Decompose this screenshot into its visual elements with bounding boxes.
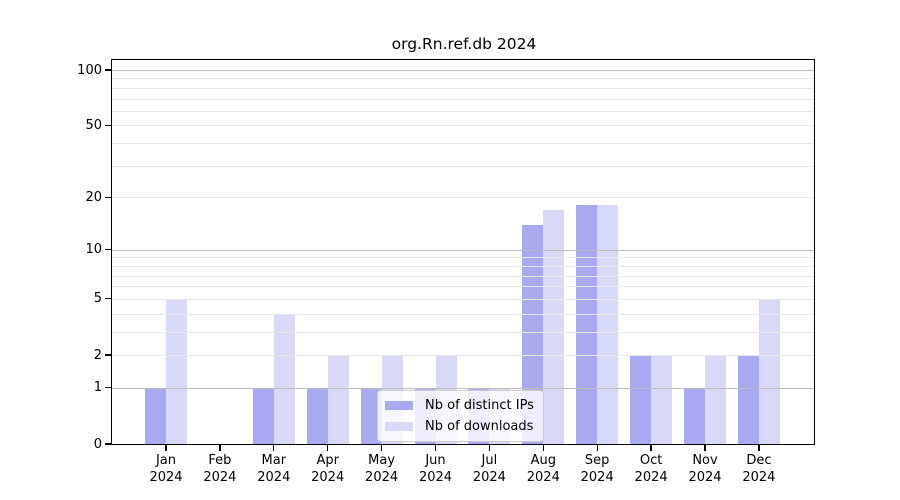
- gridline-minor-3: [112, 331, 814, 333]
- gridline-minor-7: [112, 275, 814, 277]
- legend-swatch-distinct-ips: [385, 401, 413, 410]
- bar-jan-nb-of-distinct-ips: [145, 387, 166, 444]
- gridline-minor-20: [112, 197, 814, 199]
- gridline-minor-80: [112, 87, 814, 89]
- grid-layer: [112, 60, 814, 444]
- bar-jan-nb-of-downloads: [166, 298, 187, 444]
- gridline-minor-9: [112, 257, 814, 259]
- x-label-jul: Jul 2024: [472, 453, 506, 485]
- legend-swatch-downloads: [385, 422, 413, 431]
- bar-apr-nb-of-distinct-ips: [306, 387, 328, 444]
- legend-item-distinct-ips: Nb of distinct IPs: [385, 398, 534, 413]
- legend: Nb of distinct IPs Nb of downloads: [377, 390, 544, 442]
- x-tick-jan: [165, 445, 167, 451]
- y-tick-label-20: 20: [85, 189, 102, 205]
- x-label-mar: Mar 2024: [257, 453, 291, 485]
- bar-mar-nb-of-downloads: [273, 313, 295, 444]
- bar-nov-nb-of-downloads: [705, 355, 726, 444]
- gridline-major-100: [112, 70, 814, 71]
- gridline-minor-30: [112, 165, 814, 167]
- x-label-jan: Jan 2024: [149, 453, 183, 485]
- y-tick-5: [105, 298, 111, 300]
- bar-aug-nb-of-downloads: [543, 209, 565, 444]
- gridline-minor-8: [112, 265, 814, 267]
- x-label-sep: Sep 2024: [580, 453, 614, 485]
- x-tick-feb: [219, 445, 221, 451]
- y-tick-1: [105, 387, 111, 389]
- bar-dec-nb-of-distinct-ips: [737, 355, 759, 444]
- x-tick-aug: [542, 445, 544, 451]
- bar-nov-nb-of-distinct-ips: [684, 387, 705, 444]
- y-tick-label-0: 0: [93, 436, 102, 452]
- bar-apr-nb-of-downloads: [327, 355, 349, 444]
- gridline-minor-4: [112, 313, 814, 315]
- y-tick-50: [105, 124, 111, 127]
- bar-sep-nb-of-distinct-ips: [576, 205, 598, 444]
- y-tick-20: [105, 196, 111, 198]
- x-tick-oct: [650, 445, 652, 451]
- y-tick-100: [105, 69, 111, 71]
- gridline-major-1: [112, 387, 814, 389]
- y-tick-label-1: 1: [93, 380, 102, 396]
- gridline-minor-50: [112, 125, 814, 127]
- legend-item-downloads: Nb of downloads: [385, 419, 534, 434]
- y-tick-label-5: 5: [93, 291, 102, 307]
- plot-area: Nb of distinct IPs Nb of downloads: [111, 59, 815, 445]
- x-tick-jul: [488, 445, 491, 451]
- x-label-may: May 2024: [365, 453, 399, 485]
- gridline-minor-90: [112, 78, 814, 80]
- x-tick-mar: [273, 445, 275, 451]
- x-tick-jun: [434, 445, 437, 451]
- x-label-oct: Oct 2024: [634, 453, 668, 485]
- bar-mar-nb-of-distinct-ips: [252, 387, 274, 444]
- x-tick-sep: [596, 445, 598, 451]
- bars-layer: [112, 60, 814, 444]
- bar-oct-nb-of-distinct-ips: [630, 355, 652, 444]
- x-tick-dec: [758, 445, 760, 451]
- y-tick-2: [105, 354, 111, 356]
- x-tick-may: [380, 445, 383, 451]
- chart-title: org.Rn.ref.db 2024: [391, 35, 537, 53]
- x-label-dec: Dec 2024: [742, 453, 776, 485]
- bar-may-nb-of-distinct-ips: [360, 387, 382, 444]
- bar-dec-nb-of-downloads: [758, 298, 780, 444]
- y-tick-0: [105, 443, 111, 445]
- gridline-minor-5: [112, 298, 814, 300]
- x-label-feb: Feb 2024: [203, 453, 237, 485]
- x-label-jun: Jun 2024: [418, 453, 453, 485]
- y-tick-label-100: 100: [77, 62, 102, 78]
- gridline-minor-6: [112, 286, 814, 288]
- x-label-aug: Aug 2024: [526, 453, 560, 485]
- x-label-nov: Nov 2024: [688, 453, 722, 485]
- y-tick-label-50: 50: [85, 117, 102, 133]
- gridline-minor-2: [112, 355, 814, 356]
- x-tick-apr: [327, 445, 329, 451]
- legend-label-distinct-ips: Nb of distinct IPs: [425, 398, 534, 413]
- gridline-minor-70: [112, 98, 814, 100]
- y-tick-label-2: 2: [93, 347, 102, 363]
- gridline-minor-40: [112, 143, 814, 145]
- y-tick-label-10: 10: [85, 242, 102, 258]
- gridline-major-10: [112, 249, 814, 251]
- bar-aug-nb-of-distinct-ips: [522, 224, 544, 444]
- bar-sep-nb-of-downloads: [597, 205, 619, 444]
- bar-oct-nb-of-downloads: [651, 355, 673, 444]
- gridline-minor-60: [112, 110, 814, 112]
- x-label-apr: Apr 2024: [311, 453, 345, 485]
- legend-label-downloads: Nb of downloads: [425, 419, 534, 434]
- x-tick-nov: [704, 445, 706, 451]
- y-tick-10: [105, 249, 111, 251]
